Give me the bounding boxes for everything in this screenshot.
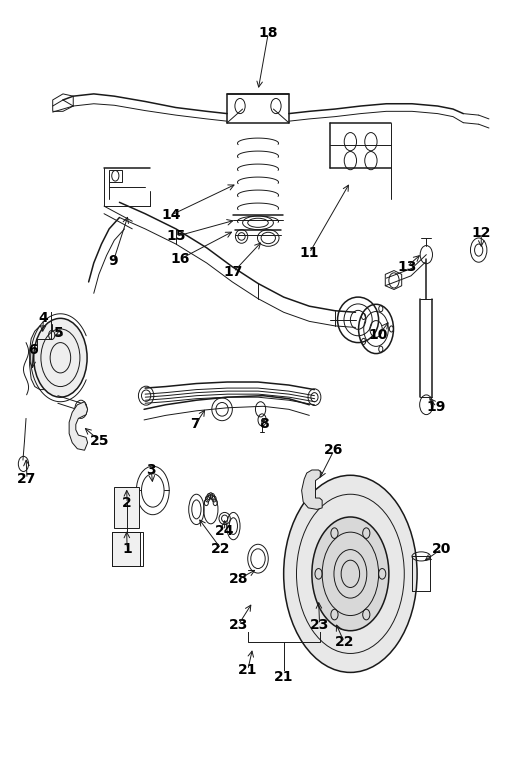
Polygon shape bbox=[29, 326, 50, 390]
Text: 22: 22 bbox=[334, 635, 354, 649]
Text: 9: 9 bbox=[108, 254, 118, 269]
Text: 18: 18 bbox=[259, 26, 278, 40]
Text: 4: 4 bbox=[39, 311, 49, 325]
Polygon shape bbox=[302, 470, 322, 509]
Text: 12: 12 bbox=[472, 226, 491, 240]
Text: 25: 25 bbox=[90, 435, 110, 448]
Text: 13: 13 bbox=[397, 260, 416, 274]
Text: 17: 17 bbox=[223, 265, 243, 279]
Circle shape bbox=[312, 517, 389, 631]
Text: 5: 5 bbox=[54, 326, 64, 340]
Text: 16: 16 bbox=[170, 252, 190, 266]
Text: 1: 1 bbox=[122, 542, 132, 556]
Polygon shape bbox=[69, 402, 88, 451]
Polygon shape bbox=[115, 486, 139, 528]
Text: 14: 14 bbox=[161, 209, 181, 222]
Text: 27: 27 bbox=[18, 472, 37, 486]
Text: 8: 8 bbox=[259, 418, 269, 431]
Text: 10: 10 bbox=[369, 328, 389, 342]
Text: 7: 7 bbox=[190, 418, 200, 431]
Text: 28: 28 bbox=[229, 572, 248, 586]
Text: 19: 19 bbox=[427, 400, 446, 414]
Text: 23: 23 bbox=[229, 618, 248, 632]
Text: 20: 20 bbox=[432, 542, 452, 556]
Text: 2: 2 bbox=[122, 496, 132, 511]
Text: 21: 21 bbox=[238, 663, 257, 677]
Polygon shape bbox=[112, 532, 140, 566]
Text: 23: 23 bbox=[310, 618, 329, 632]
Text: 3: 3 bbox=[147, 463, 156, 477]
Text: 22: 22 bbox=[211, 542, 231, 556]
Text: 24: 24 bbox=[215, 524, 234, 537]
Text: 26: 26 bbox=[324, 443, 344, 457]
Text: 21: 21 bbox=[274, 670, 294, 684]
Text: 6: 6 bbox=[28, 343, 38, 357]
Text: 11: 11 bbox=[300, 246, 319, 260]
Circle shape bbox=[284, 476, 417, 673]
Circle shape bbox=[34, 318, 87, 397]
Text: 15: 15 bbox=[166, 229, 186, 244]
